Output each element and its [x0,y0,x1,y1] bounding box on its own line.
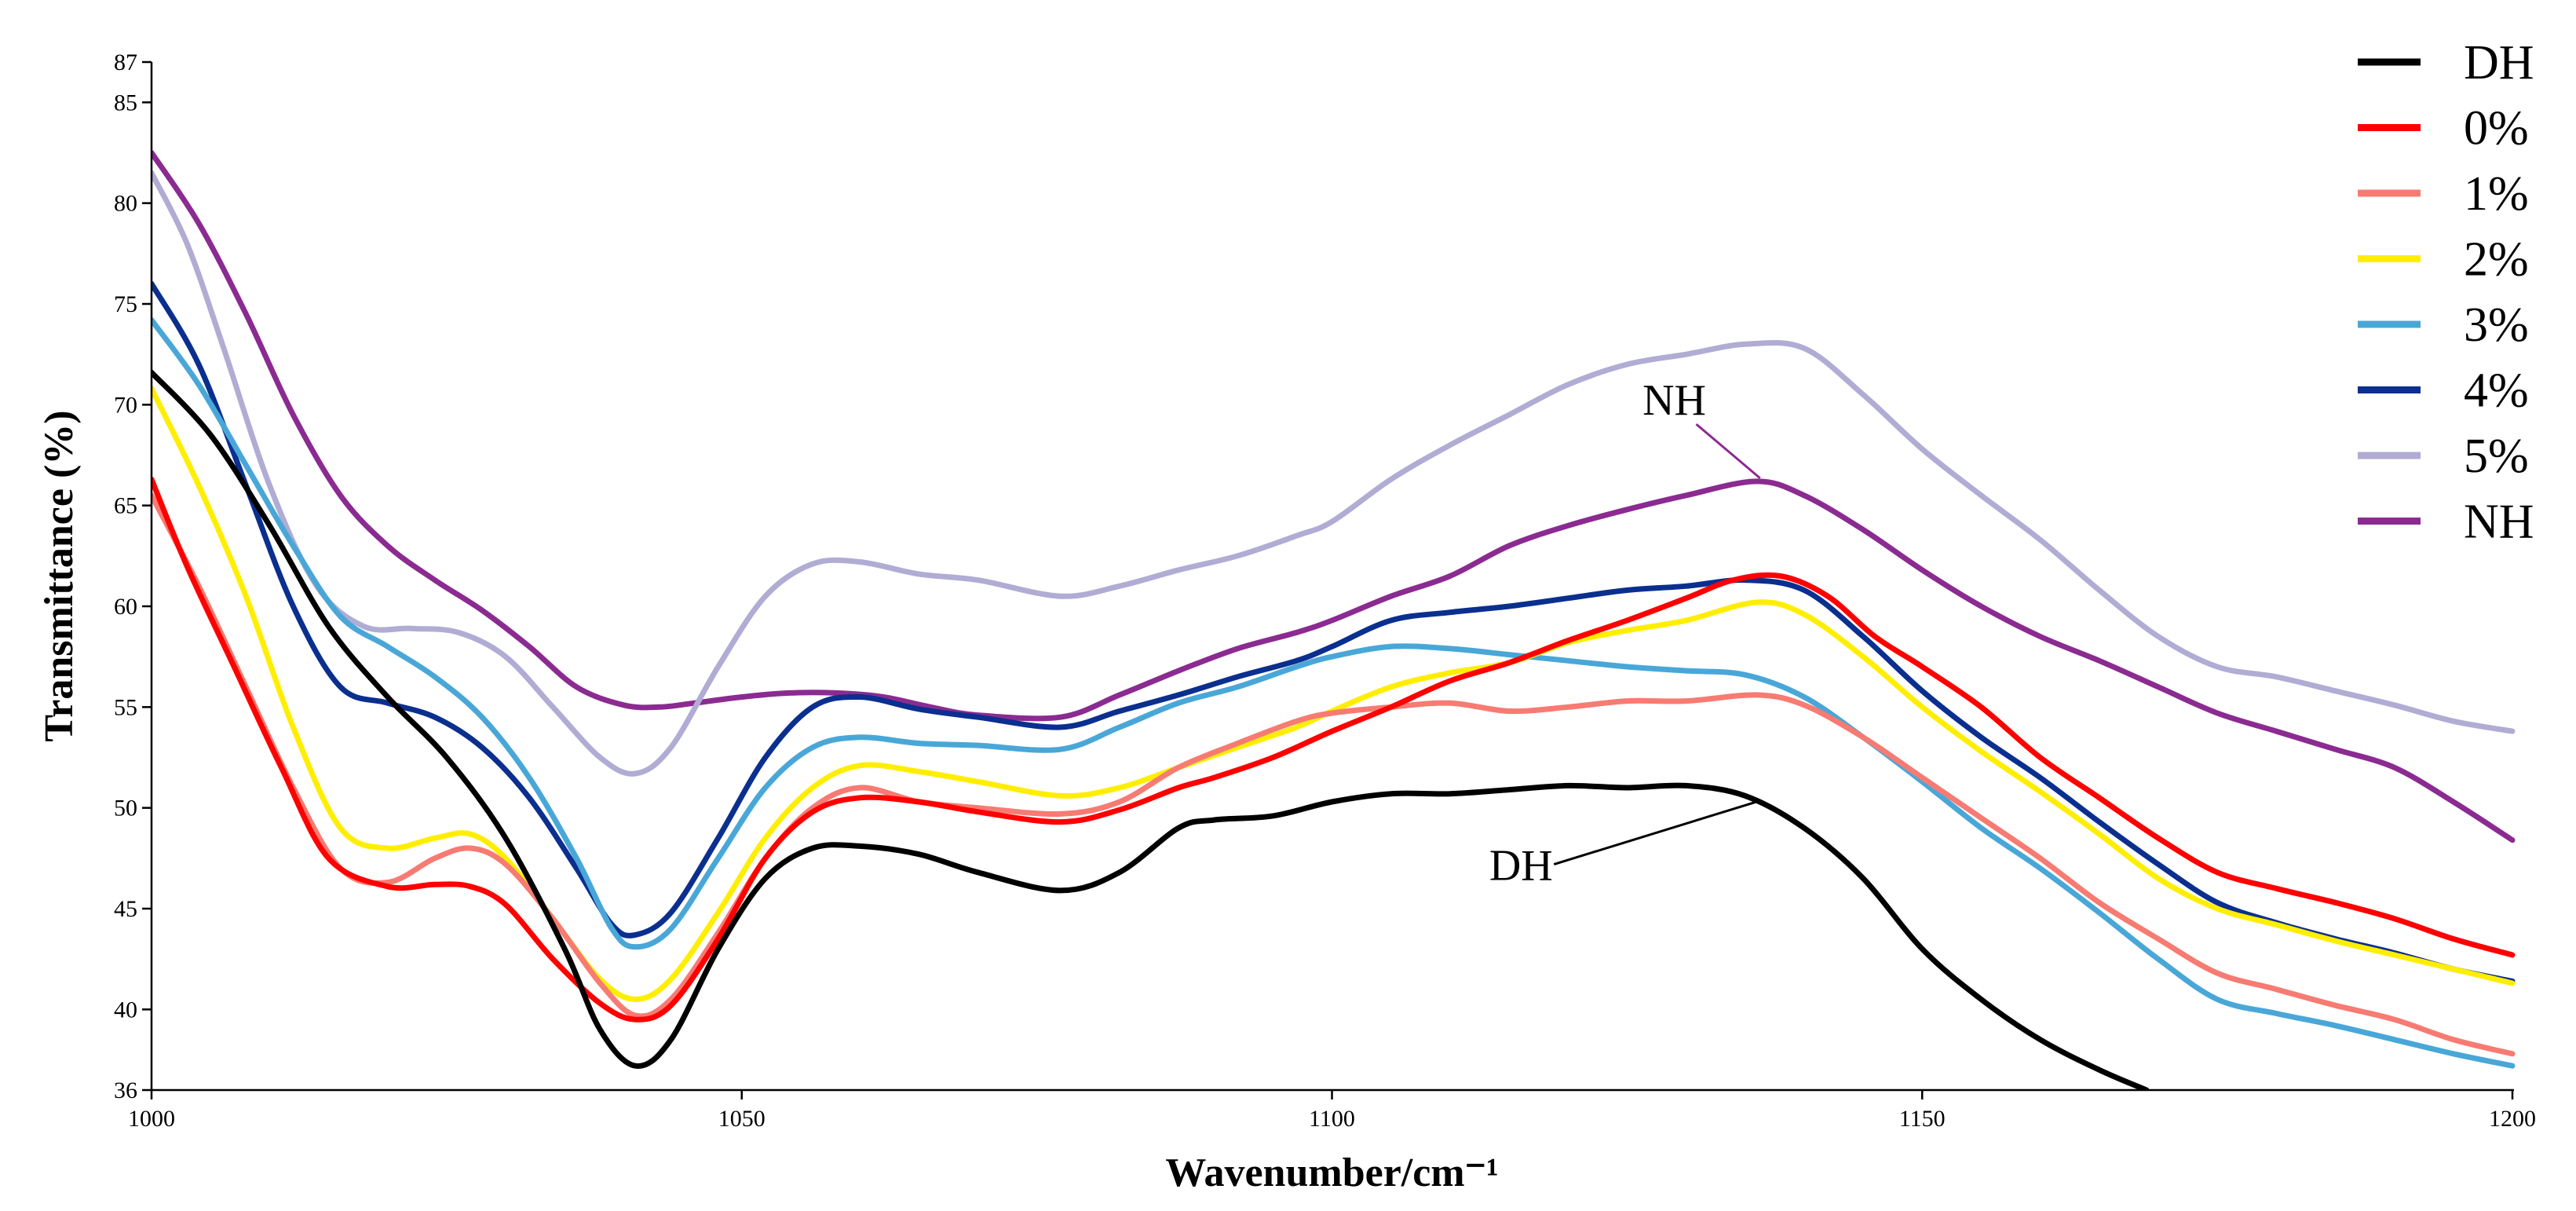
y-tick-label: 50 [114,796,137,821]
x-axis-title: Wavenumber/cm⁻¹ [1165,1151,1498,1195]
legend-item-2pct: 2% [2358,233,2529,287]
series-line-3pct [152,317,2516,1069]
y-tick-label: 45 [114,896,137,922]
legend-item-0pct: 0% [2358,102,2529,155]
series-layer [152,150,2516,1090]
dh-annotation-leader [1553,800,1758,865]
legend-item-3pct: 3% [2358,298,2529,352]
legend-label: 2% [2464,233,2529,287]
nh-annotation-leader [1695,423,1761,480]
y-tick-label: 85 [114,90,137,115]
legend-label: 5% [2464,430,2529,483]
x-tick-label: 1100 [1309,1106,1355,1132]
series-line-nh [152,150,2516,843]
y-tick-label: 87 [114,49,137,75]
legend-label: NH [2464,496,2534,549]
plot-area: NH DH [152,150,2516,1090]
legend-label: 4% [2464,364,2529,418]
legend-label: 3% [2464,298,2529,352]
legend-label: 1% [2464,167,2529,221]
y-axis-title: Transmittance (%) [37,410,82,741]
y-axis-ticks: 36 40 45 50 55 60 65 70 75 80 85 87 [114,49,152,1103]
legend: DH 0% 1% 2% 3% 4% 5% NH [2358,36,2534,549]
x-axis-ticks: 1000 1050 1100 1150 1200 [128,1090,2536,1132]
y-tick-label: 60 [114,594,137,620]
y-tick-label: 40 [114,997,137,1023]
y-tick-label: 75 [114,291,137,317]
series-line-0pct [152,476,2516,1023]
legend-label: 0% [2464,102,2529,155]
dh-annotation-label: DH [1489,842,1553,891]
legend-item-1pct: 1% [2358,167,2529,221]
legend-item-dh: DH [2358,36,2534,90]
legend-item-5pct: 5% [2358,430,2529,483]
legend-label: DH [2464,36,2534,90]
series-line-dh [152,369,2150,1090]
x-tick-label: 1000 [128,1106,175,1132]
x-tick-label: 1050 [718,1106,765,1132]
y-tick-label: 36 [114,1077,137,1103]
series-line-1pct [152,492,2516,1057]
x-tick-label: 1200 [2489,1106,2536,1132]
y-tick-label: 65 [114,493,137,519]
legend-item-nh: NH [2358,496,2534,549]
series-line-5pct [152,170,2516,777]
annotation-layer: NH DH [1489,376,1761,891]
x-tick-label: 1150 [1899,1106,1946,1132]
y-tick-label: 80 [114,191,137,217]
nh-annotation-label: NH [1642,376,1706,425]
series-line-4pct [152,280,2516,984]
legend-item-4pct: 4% [2358,364,2529,418]
y-tick-label: 55 [114,694,137,720]
y-tick-label: 70 [114,392,137,418]
axes: 1000 1050 1100 1150 1200 36 40 45 50 55 60 65 70 75 8… [37,49,2536,1195]
